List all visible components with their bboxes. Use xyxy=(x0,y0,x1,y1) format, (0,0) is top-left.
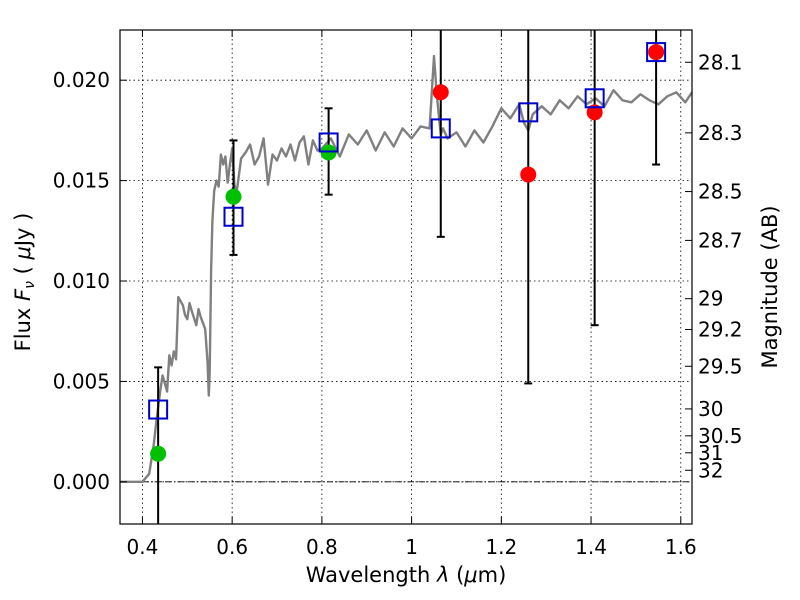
errorbar-layer xyxy=(154,30,661,524)
mag-tick-label: 31 xyxy=(698,441,723,465)
x-tick-label: 0.4 xyxy=(127,535,159,559)
mag-tick-label: 29.2 xyxy=(698,317,743,341)
mag-tick-label: 28.1 xyxy=(698,50,743,74)
y-axis-label: Flux Fν ( μJy ) xyxy=(11,213,38,352)
x-tick-label: 1.2 xyxy=(485,535,517,559)
mag-tick-label: 30.5 xyxy=(698,424,743,448)
x-tick-label: 1.6 xyxy=(665,535,697,559)
model-square xyxy=(223,206,244,227)
y-tick-label: 0.000 xyxy=(53,470,110,494)
tick-layer: 0.4 0.6 0.8 1 1.2 1.4 1.6 0.000 0.005 0.010 0.015 0… xyxy=(53,30,743,559)
mag-tick-label: 28.7 xyxy=(698,228,743,252)
plot-frame xyxy=(119,29,693,525)
model-square xyxy=(318,132,339,153)
model-square xyxy=(430,118,451,139)
mag-tick-label: 30 xyxy=(698,397,723,421)
photometry-point xyxy=(432,84,449,101)
x-tick-label: 0.6 xyxy=(216,535,248,559)
y-tick-label: 0.010 xyxy=(53,269,110,293)
photometry-point xyxy=(520,166,537,183)
model-square xyxy=(148,399,169,420)
photometry-point xyxy=(150,445,167,462)
model-square xyxy=(584,88,605,109)
mag-tick-label: 32 xyxy=(698,458,723,482)
photometry-point xyxy=(586,104,603,121)
x-tick-label: 1 xyxy=(405,535,418,559)
x-tick-label: 0.8 xyxy=(306,535,338,559)
mag-tick-label: 28.3 xyxy=(698,121,743,145)
y-tick-label: 0.005 xyxy=(53,369,110,393)
mag-tick-label: 29.5 xyxy=(698,354,743,378)
x-tick-label: 1.4 xyxy=(575,535,607,559)
mag-tick-label: 29 xyxy=(698,287,723,311)
model-square xyxy=(518,102,539,123)
photometry-point xyxy=(320,144,337,161)
mag-tick-label: 28.5 xyxy=(698,180,743,204)
y-axis-label-right: Magnitude (AB) xyxy=(758,205,782,368)
spectrum-line xyxy=(120,54,693,483)
x-axis-label: Wavelength λ (μm) xyxy=(306,563,507,587)
photometry-layer xyxy=(150,44,665,462)
y-tick-label: 0.015 xyxy=(53,169,110,193)
photometry-point xyxy=(225,188,242,205)
y-tick-label: 0.020 xyxy=(53,68,110,92)
model-square xyxy=(646,42,667,63)
spectrum-layer xyxy=(120,54,693,483)
model-layer xyxy=(148,42,667,420)
photometry-point xyxy=(648,44,665,61)
